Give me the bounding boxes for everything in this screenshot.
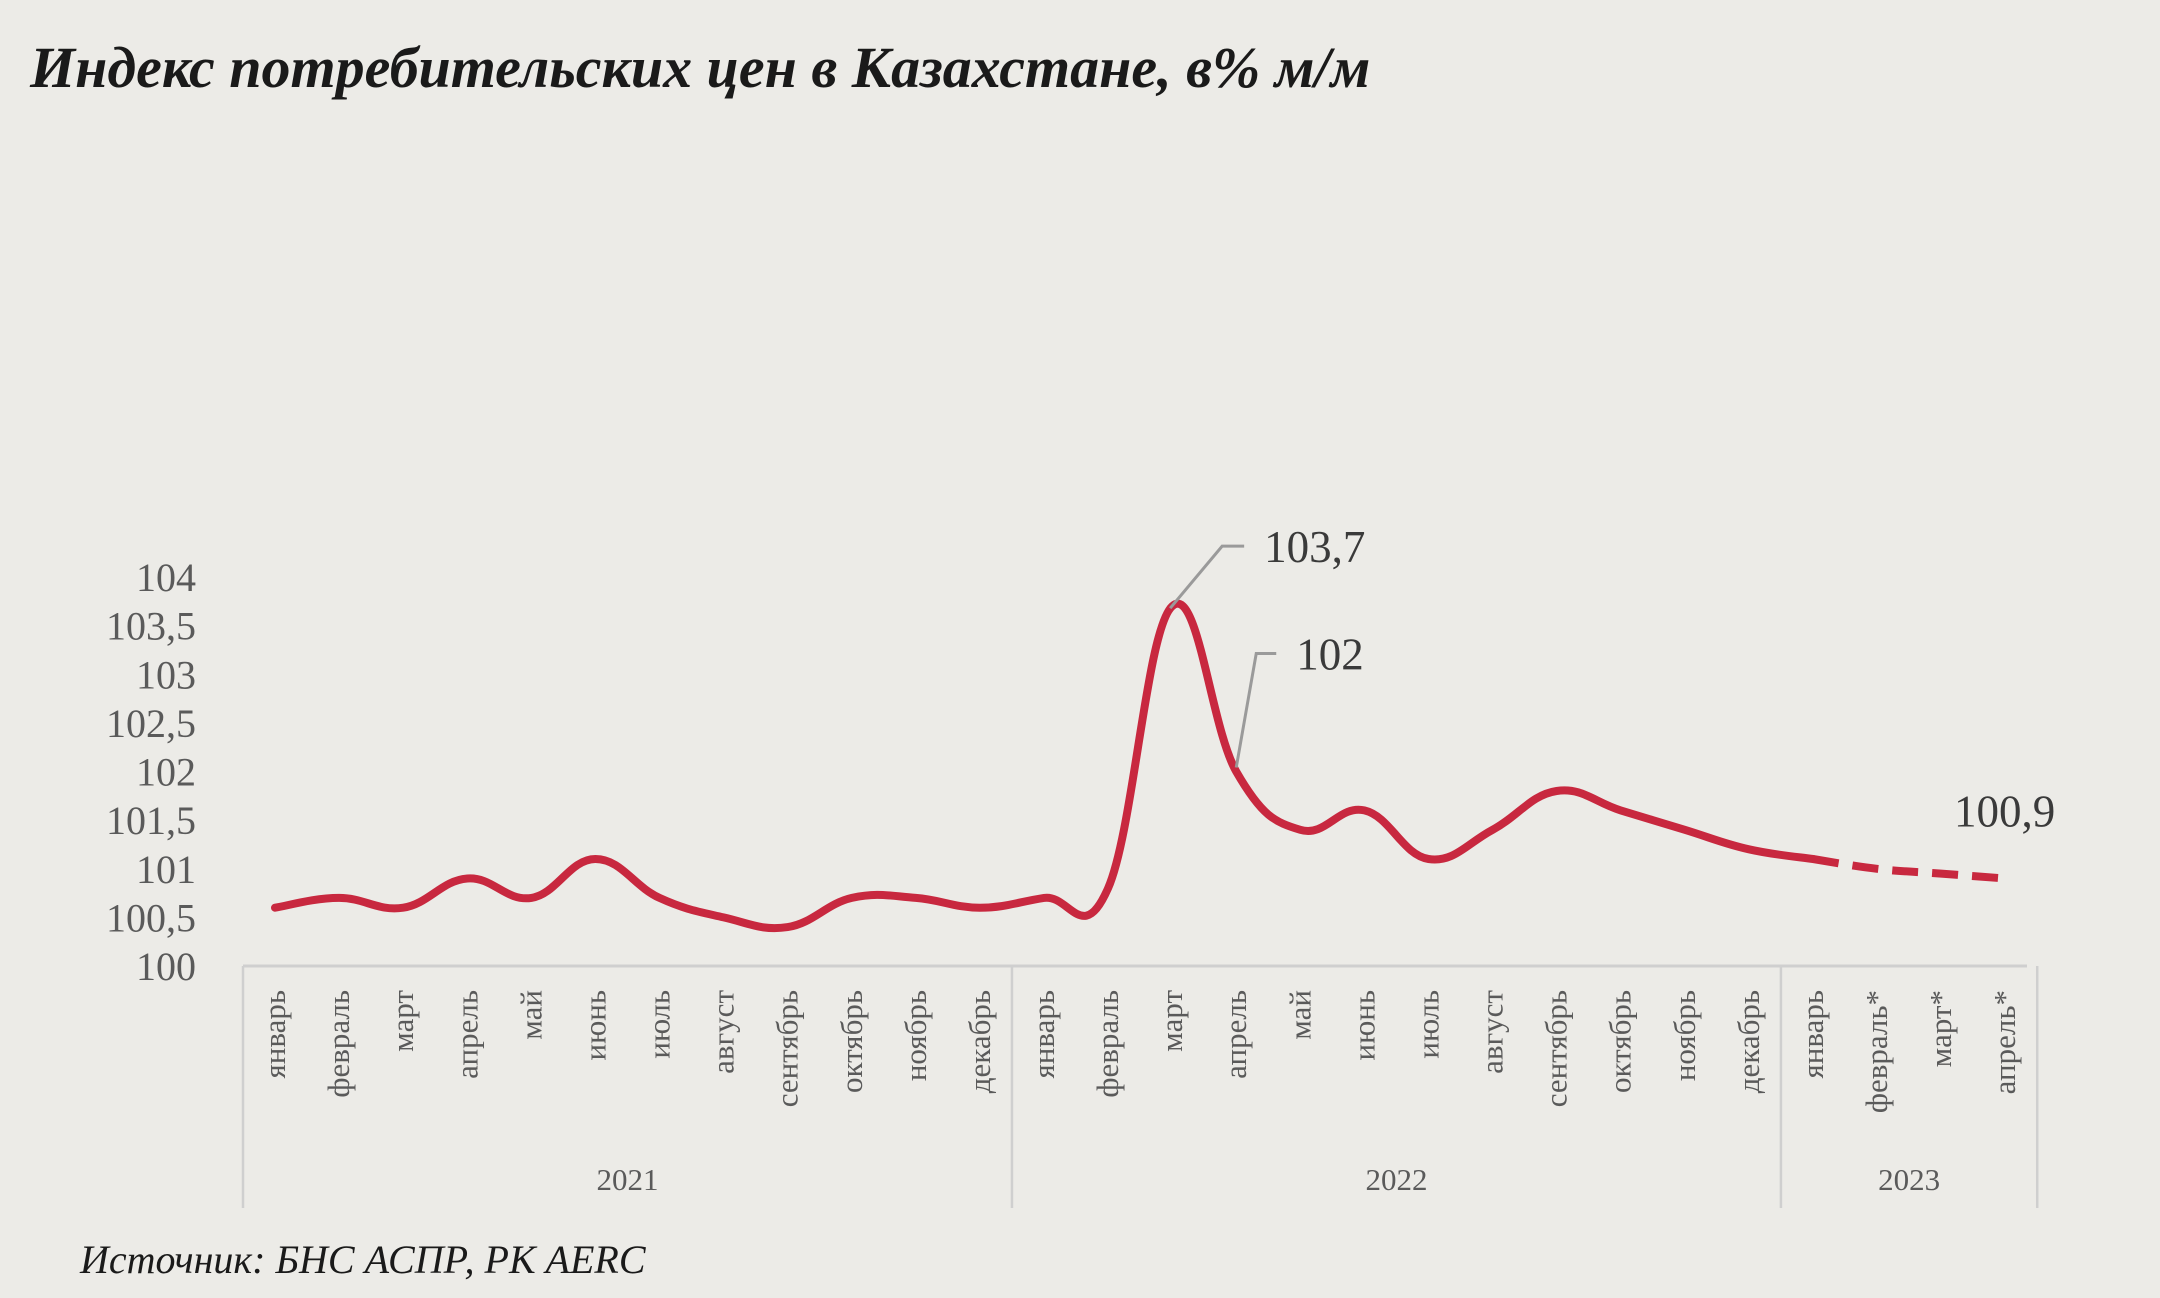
x-tick-label: июнь [1346,990,1381,1060]
x-tick-label: март [385,990,420,1052]
source-note: Источник: БНС АСПР, РК AERC [80,1237,646,1282]
x-tick-label: октябрь [1603,990,1638,1093]
y-tick-label: 103 [136,652,196,697]
x-tick-label: февраль [1090,990,1125,1098]
x-tick-label: декабрь [1731,990,1766,1093]
y-tick-label: 102,5 [106,701,196,746]
x-tick-label: август [1475,990,1510,1074]
x-tick-label: март [1154,990,1189,1052]
x-tick-label: июль [1410,990,1445,1059]
series-line-forecast [1812,855,2006,883]
y-tick-label: 101 [136,847,196,892]
year-label: 2022 [1365,1162,1427,1197]
x-tick-label: апрель* [1987,990,2022,1094]
x-tick-label: май [1282,990,1317,1040]
x-tick-label: январь [257,990,292,1078]
x-tick-label: июль [642,990,677,1059]
x-tick-label: май [513,990,548,1040]
x-tick-label: сентябрь [1539,990,1574,1107]
series-line-actual [271,599,1817,933]
x-tick-label: август [706,990,741,1074]
data-label-april: 102 [1296,630,1364,680]
year-label: 2021 [596,1162,658,1197]
y-tick-label: 100,5 [106,895,196,940]
x-tick-label: ноябрь [1667,990,1702,1081]
data-label-peak: 103,7 [1264,522,1365,572]
x-tick-label: февраль [321,990,356,1098]
chart-title: Индекс потребительских цен в Казахстане,… [30,35,1371,100]
x-tick-label: ноябрь [898,990,933,1081]
x-tick-label: октябрь [834,990,869,1093]
y-tick-label: 103,5 [106,604,196,649]
x-tick-label: апрель [449,990,484,1079]
year-label: 2023 [1878,1162,1940,1197]
y-tick-label: 104 [136,555,196,600]
x-tick-label: февраль* [1859,990,1894,1113]
callout-leader [1234,652,1277,768]
y-tick-label: 100 [136,944,196,989]
x-tick-label: декабрь [962,990,997,1093]
data-label-last: 100,9 [1954,786,2055,836]
x-tick-label: апрель [1218,990,1253,1079]
callout-leader [1169,544,1245,610]
x-tick-label: январь [1026,990,1061,1078]
x-tick-label: март* [1923,990,1958,1067]
y-tick-label: 101,5 [106,798,196,843]
y-tick-label: 102 [136,750,196,795]
x-tick-label: сентябрь [770,990,805,1107]
x-tick-label: июнь [577,990,612,1060]
x-tick-label: январь [1795,990,1830,1078]
